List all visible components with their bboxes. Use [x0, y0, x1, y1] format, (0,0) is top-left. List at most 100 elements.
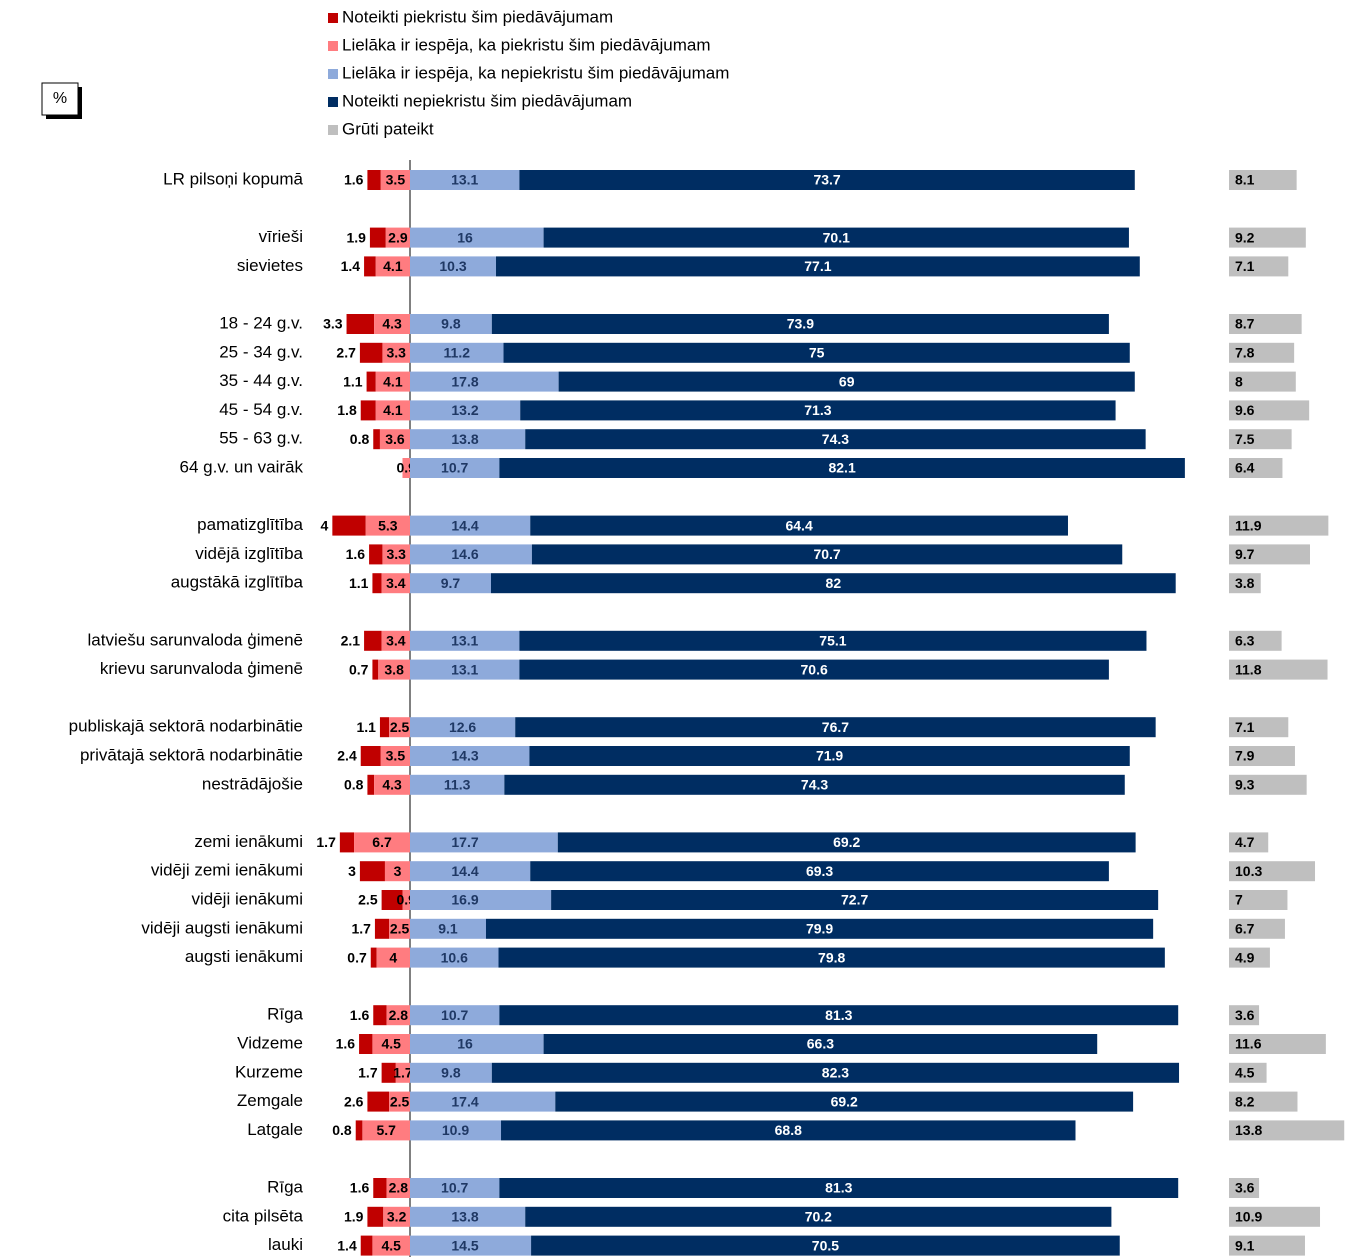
bar-segment: [369, 544, 383, 565]
bar-segment: [1229, 1091, 1298, 1112]
value-label: 4.5: [381, 1237, 401, 1253]
legend-label: Grūti pateikt: [342, 119, 434, 138]
bar-segment: [1229, 1034, 1326, 1054]
value-label: 3.3: [323, 316, 343, 332]
bar-segment: [557, 832, 1136, 853]
value-label: 1.7: [358, 1065, 378, 1081]
bar-segment: [1229, 918, 1285, 939]
value-label: 8: [1235, 373, 1243, 389]
value-label: 9.2: [1235, 229, 1255, 245]
value-label: 3.4: [386, 575, 406, 591]
bar-segment: [519, 170, 1135, 190]
bar-segment: [1229, 947, 1270, 968]
bar-segment: [499, 1005, 1179, 1026]
bar-segment: [373, 1005, 387, 1026]
value-label: 2.8: [389, 1007, 409, 1023]
bar-segment: [530, 515, 1068, 536]
bar-segment: [389, 717, 410, 738]
bar-segment: [373, 1178, 387, 1198]
category-label: LR pilsoņi kopumā: [163, 169, 303, 188]
bar-segment: [1229, 342, 1295, 363]
value-label: 9.1: [1235, 1237, 1255, 1253]
bar-segment: [410, 314, 492, 334]
bar-segment: [383, 1206, 410, 1227]
bar-segment: [384, 861, 410, 882]
value-label: 3.5: [386, 748, 406, 764]
value-label: 4.7: [1235, 834, 1255, 850]
bar-segment: [374, 774, 410, 795]
bar-segment: [362, 1120, 410, 1141]
bar-segment: [410, 1034, 544, 1054]
bar-segment: [410, 918, 486, 939]
value-label: 3.8: [384, 661, 404, 677]
bar-segment: [410, 1206, 526, 1227]
value-label: 3: [348, 863, 356, 879]
value-label: 17.4: [451, 1093, 478, 1109]
value-label: 11.8: [1235, 661, 1262, 677]
bar-segment: [1229, 861, 1316, 882]
bar-segment: [555, 1091, 1134, 1112]
bar-segment: [410, 717, 516, 738]
bar-segment: [543, 227, 1129, 248]
bar-segment: [558, 371, 1135, 392]
bar-segment: [503, 342, 1130, 363]
bar-segment: [410, 1091, 556, 1112]
value-label: 16: [457, 1036, 473, 1052]
bar-segment: [339, 832, 355, 853]
value-label: 82.3: [822, 1065, 849, 1081]
bar-segment: [498, 947, 1165, 968]
category-label: 25 - 34 g.v.: [219, 342, 303, 361]
bar-segment: [1229, 1120, 1345, 1141]
value-label: 14.6: [451, 546, 478, 562]
category-label: Rīga: [267, 1005, 303, 1024]
value-label: 1.1: [349, 575, 369, 591]
category-label: Kurzeme: [235, 1062, 303, 1081]
category-label: krievu sarunvaloda ģimenē: [100, 659, 303, 678]
bar-segment: [367, 774, 375, 795]
value-label: 3.2: [387, 1209, 407, 1225]
bar-segment: [373, 429, 380, 450]
value-label: 0.8: [344, 777, 364, 793]
value-label: 73.9: [787, 316, 814, 332]
bar-segment: [375, 400, 410, 421]
bar-segment: [410, 1235, 532, 1256]
category-label: cita pilsēta: [223, 1206, 304, 1225]
value-label: 9.3: [1235, 777, 1255, 793]
category-label: 18 - 24 g.v.: [219, 313, 303, 332]
value-label: 1.6: [344, 172, 364, 188]
value-label: 11.6: [1235, 1036, 1262, 1052]
bar-segment: [529, 746, 1130, 766]
value-label: 6.4: [1235, 460, 1255, 476]
value-label: 79.8: [818, 949, 845, 965]
value-label: 64.4: [785, 517, 812, 533]
bar-segment: [385, 227, 410, 248]
bar-segment: [410, 342, 504, 363]
bar-segment: [382, 342, 410, 363]
category-label: augsti ienākumi: [185, 947, 303, 966]
category-label: nestrādājošie: [202, 774, 303, 793]
value-label: 3.3: [386, 345, 406, 361]
bar-segment: [525, 1206, 1112, 1227]
bar-segment: [410, 890, 552, 910]
value-label: 3.6: [1235, 1007, 1255, 1023]
bar-segment: [496, 256, 1140, 277]
value-label: 1.7: [351, 921, 371, 937]
bar-segment: [491, 1062, 1180, 1083]
value-label: 13.8: [451, 1209, 478, 1225]
value-label: 0.8: [350, 431, 370, 447]
bar-segment: [501, 1120, 1076, 1141]
value-label: 9.1: [438, 921, 458, 937]
bar-segment: [410, 429, 526, 450]
value-label: 10.9: [1235, 1209, 1262, 1225]
value-label: 3.6: [1235, 1180, 1255, 1196]
category-label: vidēji augsti ienākumi: [141, 918, 303, 937]
value-label: 10.7: [441, 1007, 468, 1023]
bar-segment: [1229, 1235, 1305, 1256]
value-label: 11.3: [444, 777, 471, 793]
bar-segment: [375, 371, 410, 392]
category-label: vīrieši: [259, 227, 303, 246]
value-label: 70.1: [823, 229, 850, 245]
value-label: 1.1: [343, 373, 363, 389]
bar-segment: [364, 256, 376, 277]
value-label: 6.3: [1235, 633, 1255, 649]
